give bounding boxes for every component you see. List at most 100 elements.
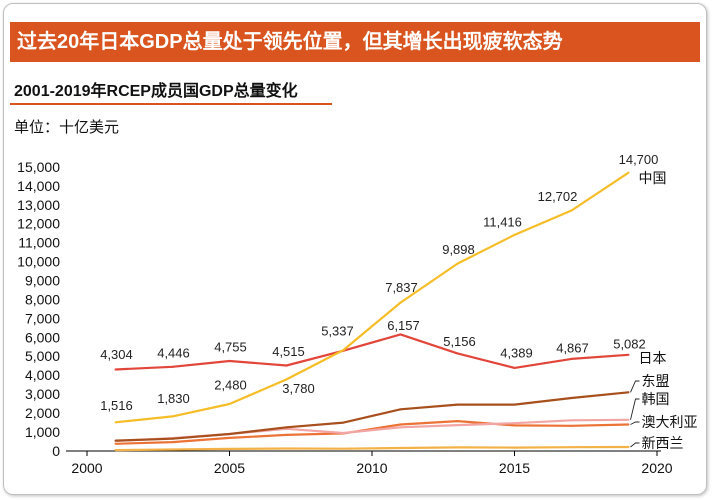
china-data-label: 1,830 (157, 391, 190, 406)
china-data-label: 12,702 (538, 189, 578, 204)
y-tick-label: 1,000 (25, 424, 60, 440)
japan-data-label: 4,304 (100, 347, 133, 362)
chart-title: 2001-2019年RCEP成员国GDP总量变化 (14, 83, 298, 100)
series-line-australia (115, 420, 629, 445)
china-point (456, 262, 459, 265)
australia-point (513, 424, 516, 427)
asean-point (342, 421, 345, 424)
japan-point (285, 364, 288, 367)
china-point (399, 301, 402, 304)
new-zealand-point (228, 447, 231, 450)
y-tick-label: 15,000 (17, 159, 60, 175)
x-tick-label: 2000 (71, 460, 102, 476)
new-zealand-point (570, 446, 573, 449)
new-zealand-point (399, 446, 402, 449)
y-tick-label: 12,000 (17, 216, 60, 232)
series-line-china (115, 171, 630, 424)
australia-point (570, 424, 573, 427)
legend-label-new-zealand: 新西兰 (642, 435, 684, 451)
japan-data-label: 4,515 (272, 344, 305, 359)
new-zealand-point (114, 449, 117, 452)
china-point (171, 415, 174, 418)
australia-point (456, 420, 459, 423)
japan-point (570, 357, 573, 360)
china-point (627, 171, 630, 174)
japan-point (627, 353, 630, 356)
asean-point (456, 403, 459, 406)
y-tick-label: 11,000 (18, 235, 60, 251)
asean-point (627, 391, 630, 394)
australia-point (171, 441, 174, 444)
y-tick-label: 3,000 (25, 386, 60, 402)
australia-point (114, 442, 117, 445)
chart-data-labels: 1,516 1,830 2,480 3,780 5,337 7,837 9,898 11,41… (100, 152, 658, 413)
japan-point (228, 359, 231, 362)
legend-label-australia: 澳大利亚 (642, 414, 698, 430)
china-point (285, 378, 288, 381)
legend-label-asean: 东盟 (642, 373, 670, 389)
japan-data-label: 5,082 (613, 336, 646, 351)
japan-data-label: 6,157 (387, 318, 420, 333)
japan-point (513, 366, 516, 369)
new-zealand-point (342, 447, 345, 450)
japan-data-label: 4,867 (556, 340, 589, 355)
chart-axes: 2000 2005 2010 2015 2020 0 1,000 2,000 3,000 4,00… (17, 159, 673, 476)
korea-point (627, 418, 630, 421)
legend-label-japan: 日本 (639, 350, 667, 366)
title-bar: 过去20年日本GDP总量处于领先位置，但其增长出现疲软态势 (10, 22, 700, 62)
card-frame (3, 3, 707, 495)
y-tick-label: 9,000 (25, 273, 60, 289)
y-tick-label: 4,000 (25, 367, 60, 383)
japan-data-label: 4,389 (500, 345, 533, 360)
y-tick-label: 5,000 (25, 348, 60, 364)
china-data-label: 7,837 (385, 280, 418, 295)
legend-connector-korea (630, 398, 640, 420)
china-data-label: 14,700 (619, 152, 659, 167)
korea-point (513, 422, 516, 425)
asean-point (114, 439, 117, 442)
asean-point (513, 403, 516, 406)
australia-point (285, 433, 288, 436)
china-point (114, 421, 117, 424)
china-data-label: 11,416 (483, 214, 522, 229)
x-tick-label: 2015 (499, 460, 530, 476)
legend-connector-asean (630, 380, 640, 393)
china-point (228, 403, 231, 406)
y-tick-label: 13,000 (17, 197, 60, 213)
new-zealand-point (456, 446, 459, 449)
unit-label: 单位：十亿美元 (14, 119, 120, 136)
legend-connector-australia (630, 421, 640, 425)
australia-point (399, 423, 402, 426)
asean-point (228, 432, 231, 435)
korea-point (342, 432, 345, 435)
china-data-label: 5,337 (321, 324, 354, 339)
japan-point (171, 365, 174, 368)
chart-series (114, 171, 630, 452)
x-tick-label: 2005 (214, 460, 245, 476)
japan-data-label: 4,755 (214, 340, 247, 355)
new-zealand-point (513, 446, 516, 449)
japan-data-label: 4,446 (157, 345, 190, 360)
y-tick-label: 2,000 (25, 405, 60, 421)
japan-point (456, 352, 459, 355)
japan-data-label: 5,156 (443, 334, 476, 349)
legend-connector-new-zealand (630, 442, 640, 448)
asean-point (570, 396, 573, 399)
asean-point (171, 437, 174, 440)
new-zealand-point (171, 448, 174, 451)
y-tick-label: 14,000 (17, 178, 60, 194)
australia-point (228, 436, 231, 439)
y-tick-label: 0 (52, 443, 60, 459)
x-tick-label: 2020 (641, 460, 672, 476)
japan-point (399, 333, 402, 336)
legend-label-china: 中国 (639, 170, 667, 186)
y-tick-label: 7,000 (25, 310, 60, 326)
china-point (513, 233, 516, 236)
china-data-label: 3,780 (282, 381, 315, 396)
asean-point (399, 408, 402, 411)
asean-point (285, 426, 288, 429)
korea-point (399, 426, 402, 429)
y-tick-label: 6,000 (25, 329, 60, 345)
